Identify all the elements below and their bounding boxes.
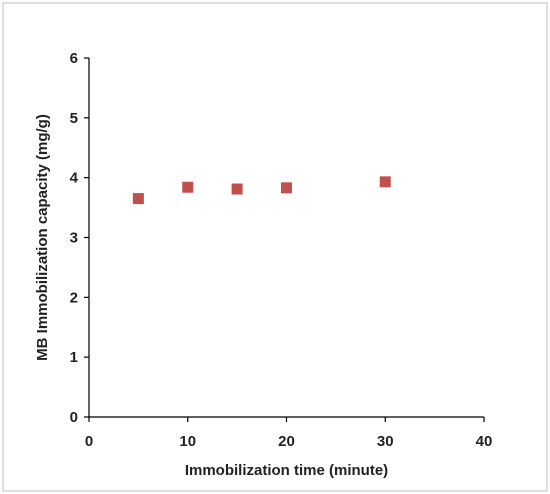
x-axis-title: Immobilization time (minute) bbox=[185, 462, 388, 479]
data-point bbox=[281, 182, 292, 194]
y-tick-label: 0 bbox=[70, 409, 78, 426]
x-tick-label: 10 bbox=[179, 433, 196, 450]
y-tick-label: 2 bbox=[70, 289, 78, 306]
data-point bbox=[231, 183, 243, 195]
data-point bbox=[182, 181, 194, 193]
x-axis-ticks: 0 10 20 30 40 bbox=[85, 417, 493, 450]
y-tick-label: 5 bbox=[70, 110, 78, 127]
x-tick-label: 0 bbox=[85, 433, 93, 450]
y-tick-label: 6 bbox=[70, 50, 78, 67]
data-points bbox=[132, 176, 391, 205]
y-tick-label: 4 bbox=[70, 170, 79, 187]
x-tick-label: 40 bbox=[476, 433, 493, 450]
x-tick-label: 30 bbox=[377, 433, 394, 450]
y-axis-ticks: 0 1 2 3 4 5 6 bbox=[70, 50, 89, 426]
x-tick-label: 20 bbox=[278, 433, 295, 450]
y-tick-label: 3 bbox=[70, 230, 78, 247]
y-tick-label: 1 bbox=[70, 349, 78, 366]
data-point bbox=[379, 176, 391, 188]
y-axis-title: MB Immobilization capacity (mg/g) bbox=[34, 114, 51, 361]
data-point bbox=[132, 193, 144, 205]
